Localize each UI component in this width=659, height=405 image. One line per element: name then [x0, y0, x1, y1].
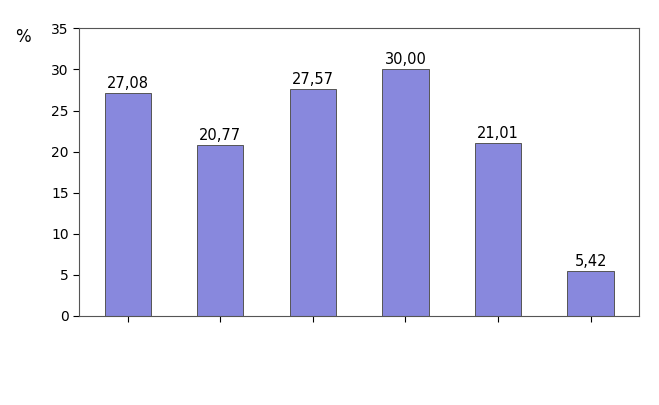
Text: 27,08: 27,08 [107, 76, 149, 91]
Text: 21,01: 21,01 [477, 126, 519, 141]
Bar [105, 94, 151, 316]
Bar [290, 90, 336, 316]
Bar [197, 145, 243, 316]
Text: 27,57: 27,57 [292, 72, 334, 87]
Bar [567, 271, 614, 316]
Bar [382, 69, 428, 316]
Text: %: % [15, 28, 31, 46]
Bar [475, 143, 521, 316]
Text: 5,42: 5,42 [575, 254, 607, 269]
Text: 20,77: 20,77 [199, 128, 241, 143]
Text: 30,00: 30,00 [384, 52, 426, 67]
